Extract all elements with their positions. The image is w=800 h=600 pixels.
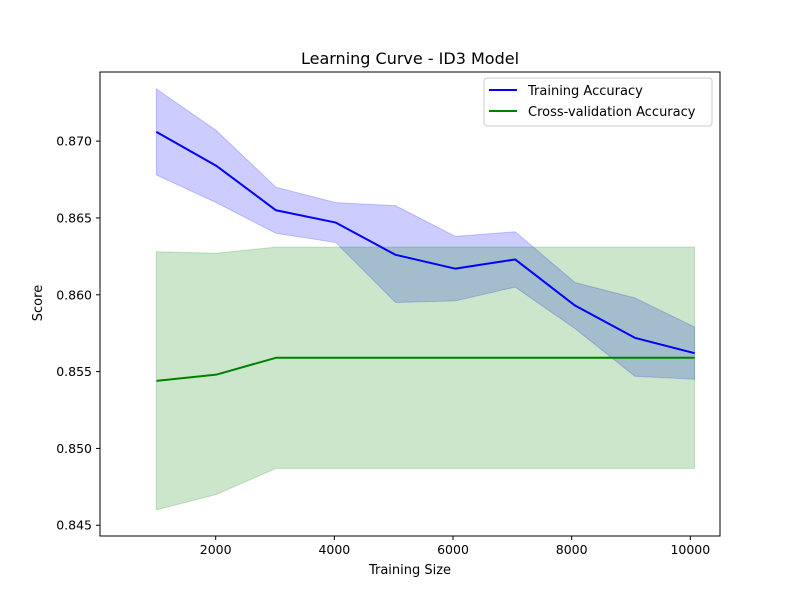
chart-title: Learning Curve - ID3 Model	[301, 49, 519, 68]
y-axis-label: Score	[31, 285, 46, 321]
y-tick-label: 0.845	[56, 518, 92, 533]
series-lines	[155, 131, 695, 382]
legend-label-training: Training Accuracy	[527, 84, 643, 99]
series-line-training	[155, 131, 695, 355]
x-tick-label: 8000	[556, 542, 588, 557]
x-tick-label: 6000	[437, 542, 469, 557]
confidence-bands	[155, 87, 696, 511]
y-tick-label: 0.850	[56, 441, 92, 456]
confidence-band-cross-validation	[155, 246, 696, 511]
legend: Training Accuracy Cross-validation Accur…	[483, 77, 713, 127]
series-line-cross-validation	[156, 356, 695, 382]
y-tick-label: 0.870	[56, 134, 92, 149]
legend-label-cross-validation: Cross-validation Accuracy	[528, 105, 696, 120]
x-axis-label: Training Size	[368, 563, 451, 578]
x-tick-label: 2000	[200, 542, 232, 557]
confidence-band-training	[155, 87, 696, 380]
x-tick-label: 10000	[670, 542, 710, 557]
y-tick-label: 0.855	[56, 364, 92, 379]
x-axis-ticks: 2000 4000 6000 8000 10000	[200, 536, 710, 557]
y-tick-label: 0.860	[56, 287, 92, 302]
x-tick-label: 4000	[318, 542, 350, 557]
plot-area-frame	[99, 71, 721, 537]
legend-box	[483, 77, 713, 127]
y-axis-ticks: 0.845 0.850 0.855 0.860 0.865 0.870	[56, 134, 100, 533]
y-tick-label: 0.865	[56, 210, 92, 225]
